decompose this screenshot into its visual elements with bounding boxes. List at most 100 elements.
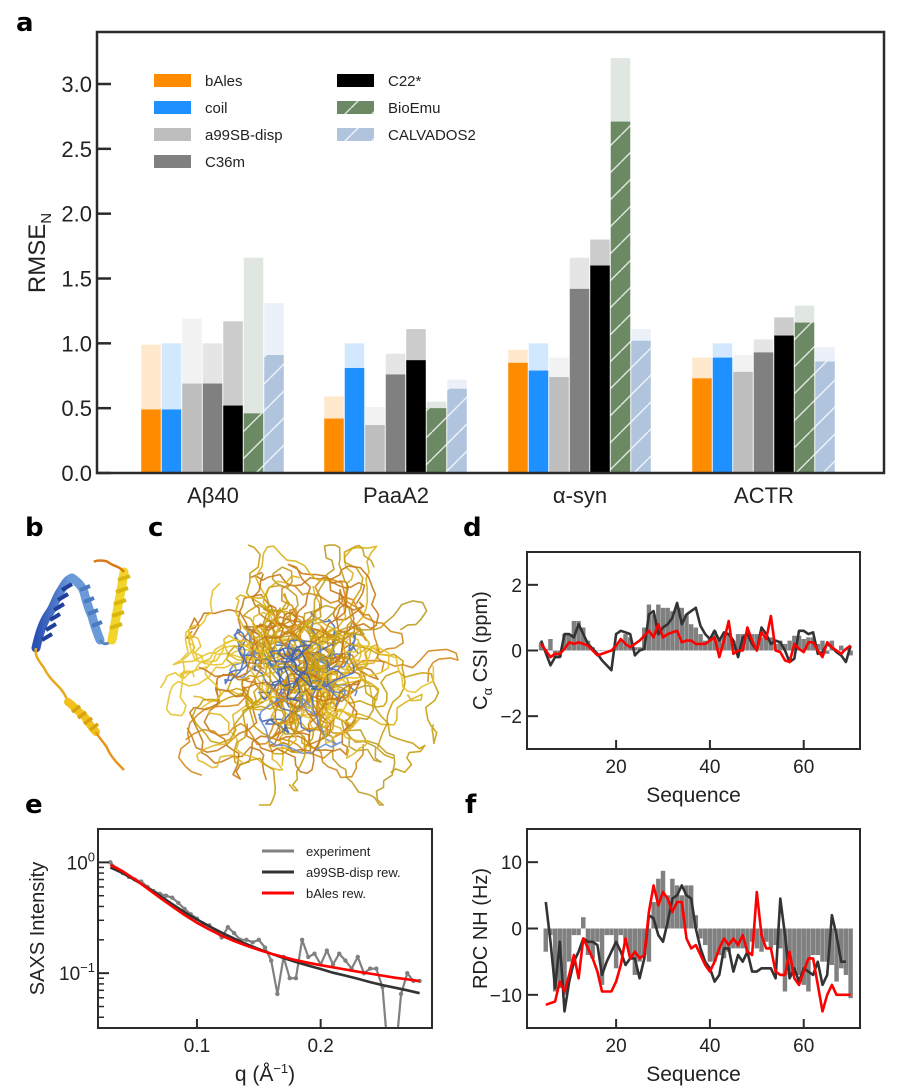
data-point — [343, 958, 348, 963]
x-tick-label: 0.2 — [307, 1036, 333, 1057]
experiment-bar — [824, 928, 830, 962]
experiment-bar — [717, 637, 722, 651]
experiment-bar — [820, 928, 825, 962]
x-axis-label: q (Å−1) — [235, 1061, 295, 1086]
experiment-bar — [721, 928, 727, 959]
y-axis-label: RDC NH (Hz) — [470, 868, 492, 989]
experiment-bar — [543, 928, 548, 952]
experiment-bar — [609, 928, 614, 936]
y-axis-label-subscript: α — [480, 687, 495, 695]
x-tick-label: ACTR — [734, 483, 794, 508]
x-tick-label: 60 — [793, 1036, 814, 1057]
data-point — [312, 951, 317, 956]
legend-item-a99SB-disp: a99SB-disp — [154, 127, 283, 144]
series-line-a99SB-disp rew. — [544, 884, 846, 1013]
experiment-bar — [613, 928, 619, 969]
data-point — [299, 937, 305, 943]
data-point — [374, 966, 379, 971]
experiment-bar — [702, 928, 708, 946]
y-tick-label: 2 — [511, 576, 522, 597]
experiment-bar — [595, 650, 600, 651]
experiment-bar — [651, 614, 656, 651]
experiment-bar — [604, 650, 609, 651]
experiment-bar — [660, 870, 666, 929]
legend-label: bAles rew. — [306, 886, 366, 901]
experiment-bar — [763, 637, 769, 651]
legend-label: a99SB-disp — [205, 127, 283, 144]
x-tick-label: PaaA2 — [363, 483, 429, 508]
experiment-bar — [815, 928, 821, 956]
experiment-bar — [768, 928, 774, 949]
data-point — [330, 962, 336, 967]
experiment-bar — [642, 928, 647, 956]
experiment-bar — [562, 634, 567, 651]
experiment-bar — [810, 928, 816, 956]
legend-label: bAles — [205, 73, 243, 90]
experiment-bar — [604, 928, 609, 936]
experiment-bar — [834, 928, 839, 982]
experiment-bar — [552, 928, 558, 992]
experiment-bar — [674, 607, 680, 651]
axes-frame — [95, 30, 886, 475]
experiment-bar — [576, 928, 581, 936]
bar-CALVADOS2 — [447, 388, 467, 473]
y-tick-exponent: 0 — [88, 849, 95, 864]
x-axis-label-end: ) — [288, 1063, 295, 1086]
experiment-bar — [749, 928, 755, 942]
chart-e: 0.1 0.2 100 10−1 q (Å−1) SAXS Intensity experi… — [27, 828, 433, 1086]
y-tick-label: 2.0 — [61, 202, 92, 227]
experiment-bar — [679, 607, 685, 651]
data-point — [355, 954, 360, 960]
y-tick-label: 100 — [67, 849, 95, 874]
experiment-bar — [665, 895, 670, 929]
x-tick-label: 40 — [699, 757, 720, 778]
experiment-bar — [839, 645, 844, 651]
bar-C22* — [406, 360, 426, 473]
legend-item-coil: coil — [154, 100, 228, 117]
series-line-bAles rew. — [540, 614, 852, 664]
experiment-bar — [745, 928, 750, 952]
experiment-bar — [665, 607, 670, 651]
experiment-bar — [637, 647, 642, 651]
experiment-bar — [717, 928, 722, 956]
panel-label-b: b — [25, 513, 44, 543]
experiment-bar — [815, 643, 821, 651]
experiment-bar — [548, 639, 553, 651]
experiment-bar — [599, 650, 605, 651]
x-tick-label: α-syn — [553, 483, 607, 508]
plot-area — [538, 601, 853, 672]
y-tick-label: 1.5 — [61, 267, 92, 292]
experiment-bar — [538, 642, 544, 651]
legend-label: CALVADOS2 — [388, 127, 476, 144]
legend-label: BioEmu — [388, 100, 441, 117]
legend-label: experiment — [306, 844, 371, 859]
experiment-bar — [754, 928, 760, 949]
data-point — [225, 924, 231, 930]
x-tick-label: 20 — [606, 1036, 627, 1057]
experiment-bar — [792, 928, 797, 975]
legend-swatch — [337, 101, 374, 114]
legend-swatch — [154, 155, 191, 168]
legend-label: C36m — [205, 154, 245, 171]
bar-C36m — [569, 288, 590, 473]
experiment-bar — [646, 604, 652, 651]
experiment-bar — [646, 928, 652, 962]
experiment-bar — [599, 928, 605, 985]
experiment-bar — [637, 928, 642, 962]
data-point — [293, 976, 299, 981]
experiment-bar — [848, 650, 853, 656]
series-line-a99SB-disp rew. — [539, 601, 852, 672]
x-axis-label: Sequence — [646, 1063, 741, 1086]
experiment-bar — [651, 901, 656, 929]
experiment-bar — [782, 643, 788, 651]
bar-a99SB-disp — [549, 377, 569, 473]
legend-label: a99SB-disp rew. — [306, 865, 401, 880]
legend: bAles coil a99SB-disp C36m C22* BioEmu CALVADO… — [154, 73, 476, 171]
experiment-bar — [684, 885, 689, 929]
experiment-bar — [801, 928, 806, 985]
y-tick-label: 10−1 — [59, 960, 95, 985]
bar-C36m — [753, 352, 774, 473]
experiment-bar — [839, 928, 844, 969]
y-tick-label: 10 — [501, 853, 522, 874]
experiment-bar — [759, 928, 764, 952]
